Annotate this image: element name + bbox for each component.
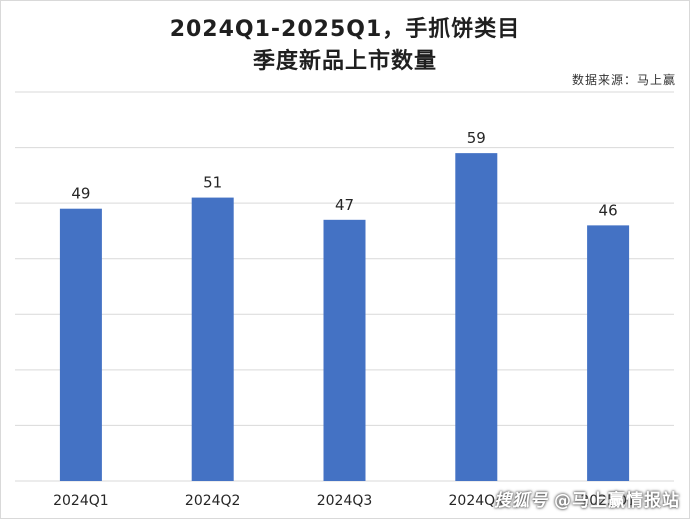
category-label: 2024Q1	[53, 493, 109, 509]
value-labels: 49 51 47 59 46	[71, 129, 617, 219]
bar-2025q1	[587, 225, 630, 481]
category-label: 2025Q1	[580, 493, 636, 509]
watermark-brand: 搜狐号	[494, 491, 548, 511]
bar-2024q1	[59, 208, 102, 481]
category-label: 2024Q3	[317, 493, 373, 509]
chart-title: 2024Q1-2025Q1，手抓饼类目 季度新品上市数量	[0, 14, 690, 78]
watermark-text: @马上赢情报站	[554, 491, 680, 511]
category-labels: 2024Q1 2024Q2 2024Q3 2024Q4 2025Q1	[53, 493, 636, 509]
value-label: 47	[335, 196, 354, 214]
watermark: 搜狐号 @马上赢情报站	[494, 486, 680, 511]
data-source-note: 数据来源：马上赢	[571, 73, 676, 87]
value-label: 49	[71, 185, 90, 203]
value-label: 51	[203, 174, 222, 192]
chart-title-line-1: 2024Q1-2025Q1，手抓饼类目	[169, 17, 521, 42]
chart-title-line-2: 季度新品上市数量	[252, 49, 437, 74]
bar-2024q4	[455, 153, 498, 481]
bar-2024q2	[191, 197, 234, 482]
bars	[59, 153, 630, 482]
category-label: 2024Q2	[185, 493, 241, 509]
value-label: 46	[599, 201, 618, 219]
bar-2024q3	[323, 219, 366, 482]
category-label: 2024Q4	[449, 493, 505, 509]
value-label: 59	[467, 129, 486, 147]
